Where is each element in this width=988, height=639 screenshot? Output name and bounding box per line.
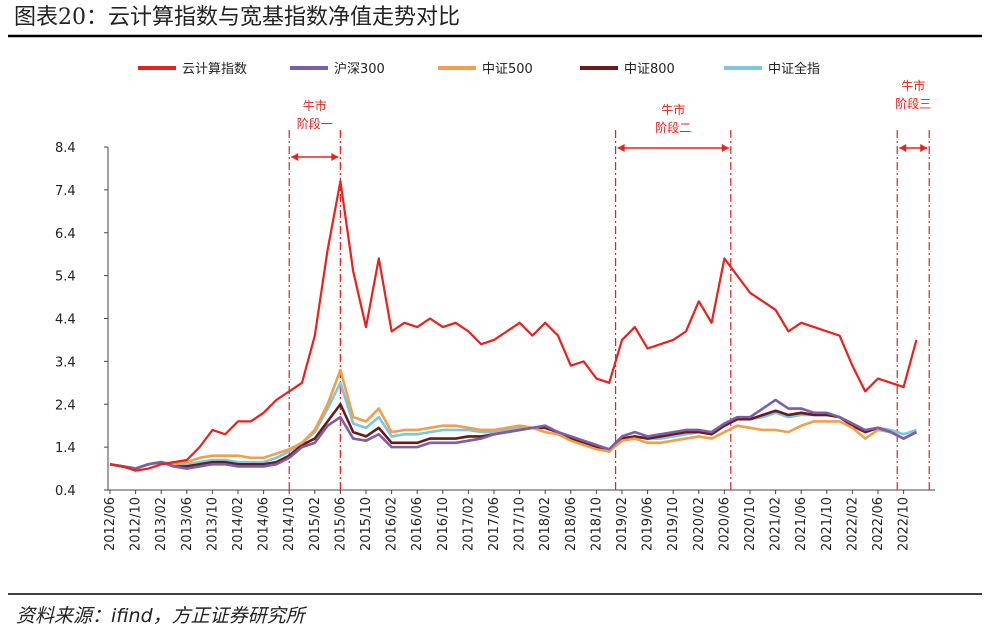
- x-tick-label: 2020/06: [717, 497, 732, 551]
- y-tick-label: 4.4: [55, 313, 76, 328]
- annotation-text: 阶段一: [297, 116, 333, 131]
- x-tick-label: 2015/02: [308, 497, 323, 551]
- x-tick-label: 2018/06: [564, 497, 579, 551]
- x-tick-label: 2018/10: [589, 497, 604, 551]
- x-tick-label: 2012/10: [129, 497, 144, 551]
- series-line: [109, 180, 918, 472]
- x-tick-label: 2021/02: [769, 497, 784, 551]
- x-tick-label: 2020/02: [692, 497, 707, 551]
- annotation-text: 牛市: [901, 78, 925, 93]
- series-line: [109, 368, 917, 470]
- legend-label: 中证800: [624, 62, 675, 77]
- series-line: [109, 381, 917, 470]
- x-tick-label: 2013/02: [154, 497, 169, 551]
- y-tick-label: 6.4: [55, 227, 76, 242]
- y-tick-label: 5.4: [55, 270, 76, 285]
- x-tick-label: 2018/02: [538, 497, 553, 551]
- x-tick-label: 2014/10: [282, 497, 297, 551]
- legend-label: 云计算指数: [182, 62, 247, 77]
- y-tick-label: 3.4: [55, 355, 76, 370]
- series-line: [109, 402, 917, 470]
- x-tick-label: 2015/10: [359, 497, 374, 551]
- chart-title: 图表20：云计算指数与宽基指数净值走势对比: [14, 5, 460, 30]
- annotation-text: 牛市: [303, 98, 327, 113]
- y-tick-label: 0.4: [55, 484, 76, 499]
- arrow-head: [899, 144, 928, 152]
- x-tick-label: 2022/02: [845, 497, 860, 551]
- x-tick-label: 2015/06: [333, 497, 348, 551]
- legend-label: 中证500: [482, 62, 533, 77]
- y-tick-label: 1.4: [55, 441, 76, 456]
- x-tick-label: 2012/06: [103, 497, 118, 551]
- x-tick-label: 2016/06: [410, 497, 425, 551]
- x-tick-label: 2013/10: [205, 497, 220, 551]
- y-tick-label: 2.4: [55, 398, 76, 413]
- x-tick-label: 2017/06: [487, 497, 502, 551]
- annotation-text: 牛市: [661, 102, 685, 117]
- x-tick-label: 2019/02: [615, 497, 630, 551]
- x-tick-label: 2020/10: [743, 497, 758, 551]
- x-tick-label: 2022/06: [871, 497, 886, 551]
- series-line: [109, 398, 917, 470]
- x-tick-label: 2021/06: [794, 497, 809, 551]
- x-tick-label: 2014/06: [257, 497, 272, 551]
- x-tick-label: 2016/02: [385, 497, 400, 551]
- x-tick-label: 2022/10: [897, 497, 912, 551]
- x-tick-label: 2019/06: [641, 497, 656, 551]
- x-tick-label: 2019/10: [666, 497, 681, 551]
- x-tick-label: 2014/02: [231, 497, 246, 551]
- annotation-text: 阶段三: [895, 96, 931, 111]
- annotation-text: 阶段二: [655, 120, 691, 135]
- x-tick-label: 2016/10: [436, 497, 451, 551]
- x-tick-label: 2017/02: [461, 497, 476, 551]
- x-tick-label: 2017/10: [513, 497, 528, 551]
- legend-label: 沪深300: [334, 61, 385, 77]
- y-tick-label: 8.4: [55, 141, 76, 156]
- source: 资料来源：ifind，方正证券研究所: [16, 605, 308, 627]
- x-tick-label: 2021/10: [820, 497, 835, 551]
- y-tick-label: 7.4: [55, 184, 76, 199]
- legend-label: 中证全指: [768, 61, 820, 77]
- x-tick-label: 2013/06: [180, 497, 195, 551]
